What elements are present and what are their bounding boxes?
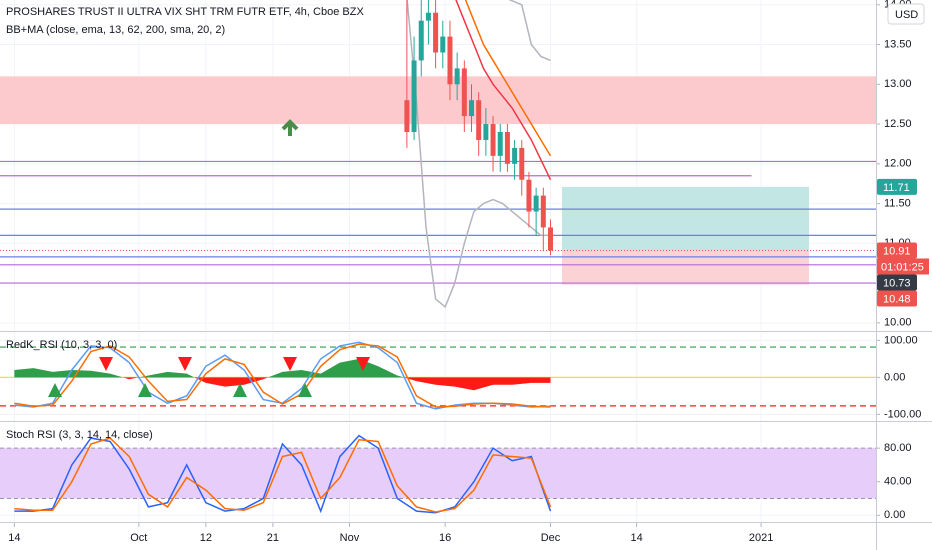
candle-body [497,132,503,156]
y-tick-label: 100.00 [884,334,918,346]
candle-body [447,36,453,85]
x-tick-label: 14 [8,532,20,544]
sell-signal [283,357,297,371]
panel-title: Stoch RSI (3, 3, 14, 14, close) [6,429,153,441]
x-tick-label: 16 [439,532,451,544]
y-tick-label: 80.00 [884,442,912,454]
price-label-box [877,290,917,307]
price-label-box [877,178,917,195]
candle-body [519,147,525,180]
candle-body [461,68,467,117]
candle-body [440,36,446,53]
buy-signal [48,383,62,397]
buy-signal [298,383,312,397]
y-tick-label: 12.50 [884,118,912,130]
candle-body [469,100,475,117]
y-tick-label: 13.50 [884,38,912,50]
candle-body [540,195,546,228]
y-tick-label: 11.50 [884,197,911,209]
y-tick-label: 12.00 [884,158,912,170]
candle-body [533,195,539,212]
x-tick-label: Dec [541,532,561,544]
series-line [455,0,552,181]
y-tick-label: 0.00 [884,371,905,383]
signal-arrow [281,119,299,136]
candle-body [411,60,417,133]
candle-body [504,132,510,164]
y-tick-label: 13.00 [884,78,912,90]
panel [0,0,876,330]
y-tick-label: -100.00 [884,408,921,420]
series-line [464,0,552,157]
stop-zone [561,250,809,285]
countdown-box [877,258,929,275]
price-label-box [877,242,917,259]
panel-title: RedK_RSI (10, 3, 3, 0) [6,339,117,351]
sell-signal [178,357,192,371]
series-line [14,343,551,408]
price-label-box [877,274,917,291]
sell-signal [99,357,113,371]
y-tick-label: 10.00 [884,317,912,329]
sell-signal [356,357,370,371]
y-tick-label: 40.00 [884,476,912,488]
x-tick-label: 21 [267,532,279,544]
price-label: 11.71 [883,182,910,194]
candle-body [404,100,410,132]
candle-body [476,100,482,140]
target-zone [561,186,809,251]
currency: USD [895,9,918,21]
candle-body [483,124,489,140]
series-line [14,437,552,513]
buy-signal [233,383,247,397]
panel [0,333,876,421]
price-label: 10.91 [883,245,911,257]
buy-signal [138,383,152,397]
zone [0,76,876,125]
panel [0,423,876,522]
candle-body [418,20,424,61]
area-positive [14,358,404,378]
candle-body [512,147,518,164]
panel-title: PROSHARES TRUST II ULTRA VIX SHT TRM FUT… [6,6,364,18]
x-tick-label: 12 [200,532,212,544]
y-tick-label: 0.00 [884,509,905,521]
series-line [406,0,551,309]
x-tick-label: Nov [340,532,360,544]
panel-subtitle: BB+MA (close, ema, 13, 62, 200, sma, 20,… [6,24,225,36]
axes: 10.0010.5011.0011.5012.0012.5013.0013.50… [8,0,929,544]
x-tick-label: 14 [631,532,643,544]
candle-body [547,227,553,251]
candle-body [490,124,496,156]
candle-body [526,179,532,212]
currency-box [887,3,925,25]
candle-body [433,12,439,53]
x-tick-label: 2021 [749,532,773,544]
x-tick-label: Oct [130,532,147,544]
area-negative [14,377,551,391]
price-label: 10.48 [883,293,911,305]
price-label: 10.73 [883,277,911,289]
series-line [508,0,551,62]
candle-body [454,68,460,85]
candle-body [425,12,431,21]
countdown: 01:01:25 [881,261,924,273]
